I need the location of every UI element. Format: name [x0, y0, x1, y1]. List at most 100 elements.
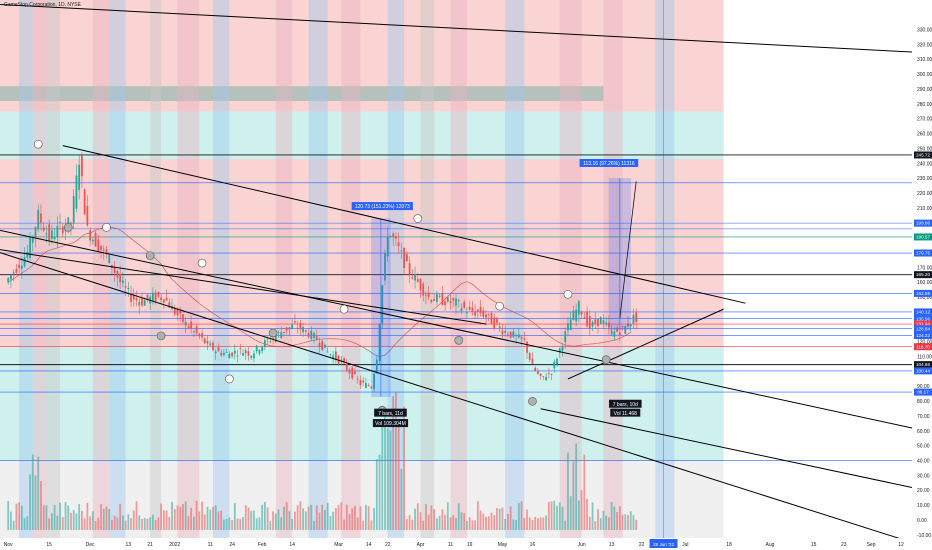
candle-body-122: [340, 359, 343, 361]
candle-body-228: [629, 323, 632, 327]
volume-bar-40: [116, 517, 119, 530]
volume-bar-148: [411, 519, 414, 530]
candle-body-76: [214, 351, 217, 354]
candle-body-39: [113, 266, 116, 273]
price-tag-bg-1: [914, 219, 932, 227]
volume-bar-55: [157, 517, 160, 530]
candle-body-28: [83, 189, 86, 215]
volume-bar-80: [225, 518, 228, 530]
pivot-marker-8: [339, 304, 349, 314]
x-tick-label-19: 13: [609, 542, 615, 548]
price-tag-bg-11: [914, 343, 932, 351]
annotation-label-5: Vol 11.468: [614, 411, 637, 417]
x-tick-label-21: 28 Jun '22: [653, 542, 675, 547]
candle-body-196: [542, 376, 545, 377]
candle-body-67: [190, 321, 193, 329]
volume-bar-159: [441, 509, 444, 530]
x-tick-label-28: 12: [898, 542, 904, 548]
volume-bar-39: [113, 515, 116, 530]
volume-bar-30: [89, 516, 91, 530]
annotation-bg-4: [608, 399, 642, 408]
volume-bar-199: [550, 501, 553, 530]
price-tag-bg-14: [914, 388, 932, 396]
volume-bar-42: [121, 515, 124, 530]
volume-bar-26: [78, 504, 81, 530]
volume-bar-213: [588, 516, 591, 530]
volume-bar-176: [487, 516, 490, 530]
candle-body-54: [154, 292, 157, 301]
volume-bar-96: [269, 521, 272, 530]
candle-body-97: [272, 337, 274, 339]
x-tick-label-23: 18: [726, 542, 732, 548]
y-axis[interactable]: 330.00 320.00 310.00 300.00 290.00 280.00 270.…: [912, 0, 932, 550]
x-tick-label-5: 2022: [169, 542, 180, 548]
volume-bar-171: [474, 520, 477, 530]
pivot-marker-14: [563, 289, 573, 299]
volume-bar-3: [15, 503, 18, 530]
volume-bar-63: [179, 506, 182, 530]
volume-bar-187: [517, 503, 520, 530]
x-tick-label-20: 22: [639, 542, 645, 548]
x-tick-label-13: Apr: [417, 542, 425, 548]
candle-body-141: [392, 233, 395, 238]
candle-body-46: [132, 295, 135, 300]
candle-body-20: [61, 226, 64, 234]
candle-body-117: [326, 351, 329, 353]
volume-bar-87: [244, 505, 247, 530]
volume-bar-191: [528, 517, 531, 530]
candle-body-116: [324, 344, 326, 348]
candle-body-63: [179, 310, 182, 314]
pivot-marker-15: [601, 355, 611, 364]
candle-body-110: [307, 332, 310, 338]
volume-bar-67: [190, 507, 193, 530]
y-tick-label-5: 280.00: [917, 102, 932, 108]
candle-body-92: [258, 350, 261, 354]
candle-body-35: [102, 249, 105, 251]
candle-body-143: [397, 242, 400, 247]
y-tick-label-28: 50.00: [917, 444, 930, 450]
time-band-9: [308, 0, 328, 538]
volume-bar-7: [26, 516, 29, 530]
pivot-marker-1: [63, 223, 73, 232]
x-tick-label-17: 16: [530, 542, 536, 548]
price-tag-label-11: 116.70: [916, 344, 930, 349]
volume-bar-203: [561, 506, 564, 530]
x-tick-label-24: Aug: [766, 542, 775, 548]
candle-body-145: [403, 248, 406, 269]
volume-bar-151: [419, 512, 422, 530]
candle-body-140: [389, 236, 392, 237]
volume-bar-130: [362, 520, 365, 530]
volume-bar-75: [212, 506, 214, 530]
volume-bar-113: [315, 505, 318, 530]
candle-body-113: [315, 335, 318, 340]
candle-body-225: [621, 326, 624, 328]
volume-bar-162: [449, 517, 452, 530]
volume-bar-150: [416, 503, 419, 530]
volume-bar-71: [201, 501, 203, 530]
volume-bar-137: [381, 421, 384, 530]
volume-bar-220: [608, 517, 610, 530]
candle-body-53: [152, 292, 154, 301]
y-tick-label-17: 160.00: [917, 280, 932, 286]
candle-layer: [7, 152, 638, 392]
time-band-2: [46, 0, 61, 538]
x-axis[interactable]: Nov 15 Dec 13 21 2022 11 24 Feb 14 Mar 14 22 Apr 11 19 M…: [0, 538, 932, 550]
trend-line-6: [0, 249, 487, 325]
volume-bar-77: [217, 511, 220, 530]
candle-body-136: [378, 323, 381, 361]
candle-body-96: [269, 341, 272, 343]
volume-bar-27: [81, 510, 83, 530]
y-tick-label-0: 330.00: [917, 28, 932, 34]
candle-body-214: [591, 321, 594, 327]
candle-body-168: [466, 312, 468, 314]
volume-bar-35: [102, 508, 105, 530]
candle-body-154: [427, 292, 430, 298]
price-tag-label-12: 104.66: [916, 362, 930, 367]
x-tick-label-0: Nov: [4, 542, 13, 548]
y-tick-label-24: 90.00: [917, 384, 930, 390]
volume-bar-141: [392, 396, 395, 530]
volume-bar-167: [463, 513, 466, 530]
candle-body-170: [471, 307, 474, 313]
volume-bar-4: [18, 502, 21, 530]
